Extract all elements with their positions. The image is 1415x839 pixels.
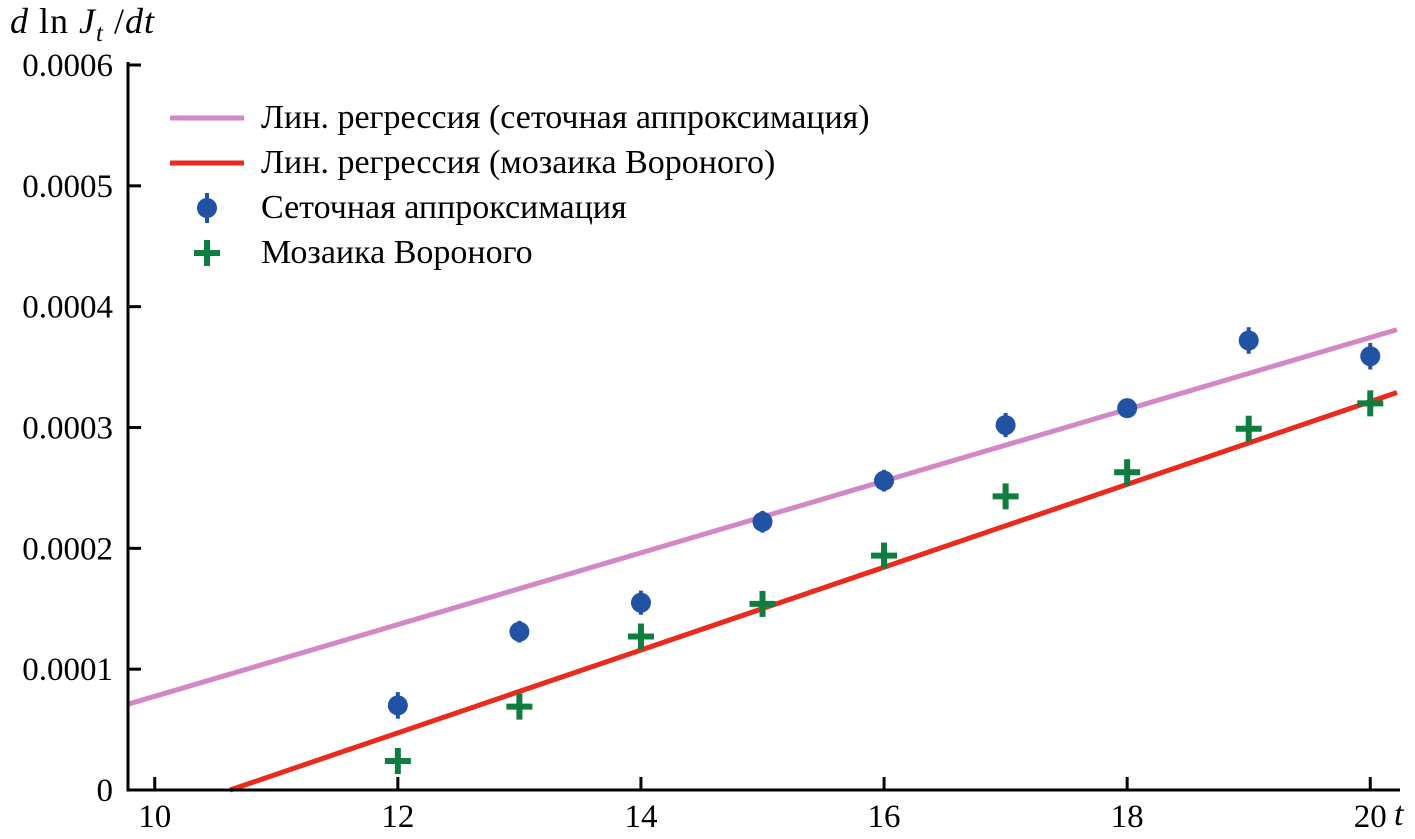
y-tick-label: 0.0001	[22, 652, 113, 688]
errorbar-dot-swatch-icon	[197, 193, 217, 223]
red-line-swatch-icon	[170, 160, 244, 166]
data-point-circle	[387, 695, 408, 716]
x-tick-label: 16	[868, 799, 901, 835]
legend-item-regression-voronoi: Лин. регрессия (мозаика Вороного)	[168, 141, 870, 185]
y-axis-title-dt: dt	[124, 1, 155, 41]
legend: Лин. регрессия (сеточная аппроксимация) …	[168, 96, 870, 275]
plus-swatch-icon	[194, 240, 220, 266]
dot-swatch-circle	[197, 198, 217, 218]
y-axis-title-d: d	[10, 1, 29, 41]
y-axis-title-ln: ln	[29, 1, 80, 41]
y-tick-label: 0.0003	[22, 411, 113, 447]
data-point-circle	[752, 511, 773, 532]
legend-label-regression-voronoi: Лин. регрессия (мозаика Вороного)	[261, 144, 776, 181]
legend-label-voronoi: Мозаика Вороного	[261, 234, 533, 271]
y-tick-label: 0.0005	[22, 169, 113, 205]
y-tick-label: 0.0004	[22, 290, 113, 326]
data-point-circle	[995, 415, 1016, 436]
x-axis-title: t	[1394, 796, 1404, 833]
data-point-circle	[1117, 398, 1138, 419]
data-point-circle	[874, 470, 895, 491]
legend-item-grid-approx: Сеточная аппроксимация	[168, 186, 870, 230]
x-tick-label: 20	[1354, 799, 1387, 835]
legend-label-grid-approx: Сеточная аппроксимация	[261, 189, 627, 226]
data-point-circle	[1238, 330, 1259, 351]
y-tick-label: 0.0002	[22, 531, 113, 567]
x-tick-label: 10	[138, 799, 171, 835]
x-tick-label: 12	[381, 799, 414, 835]
y-axis-title-J: J	[79, 1, 96, 41]
y-tick-label: 0	[97, 773, 114, 809]
y-axis-title: d ln Jt /dt	[10, 0, 155, 46]
pink-line-swatch-icon	[170, 115, 244, 121]
x-tick-label: 18	[1111, 799, 1144, 835]
legend-label-regression-grid: Лин. регрессия (сеточная аппроксимация)	[261, 99, 870, 136]
data-point-circle	[509, 621, 530, 642]
legend-item-voronoi: Мозаика Вороного	[168, 231, 870, 275]
regression-line	[229, 390, 1398, 793]
data-point-circle	[1360, 346, 1381, 367]
x-tick-label: 14	[624, 799, 657, 835]
y-axis-title-slash: /	[103, 1, 125, 41]
legend-item-regression-grid: Лин. регрессия (сеточная аппроксимация)	[168, 96, 870, 140]
y-axis-title-sub-t: t	[96, 20, 104, 48]
data-point-circle	[630, 592, 651, 613]
y-tick-label: 0.0006	[22, 48, 113, 84]
